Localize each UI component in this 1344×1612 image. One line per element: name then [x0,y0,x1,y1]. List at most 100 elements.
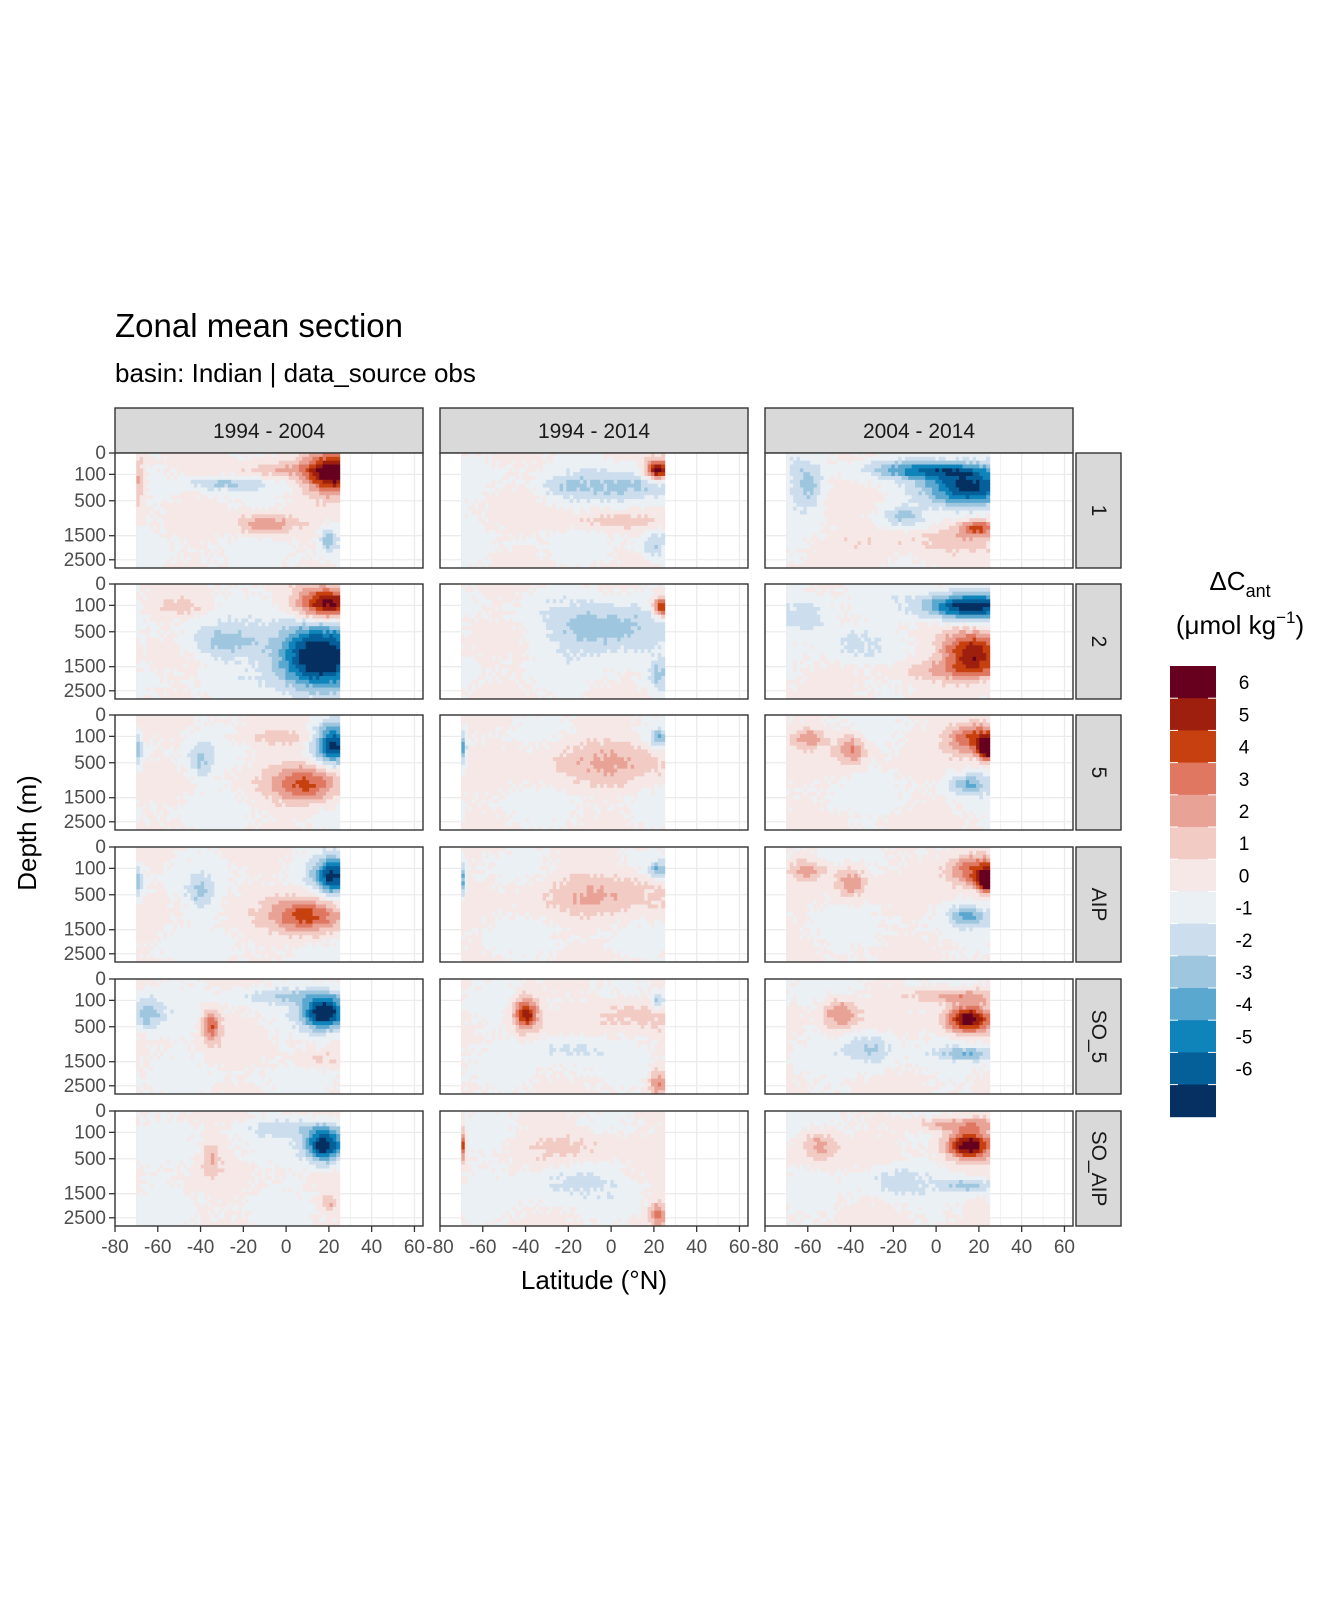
heatmap-cell [241,506,246,512]
heatmap-cell [468,506,473,512]
heatmap-cell [302,518,307,523]
heatmap-cell [336,460,341,466]
heatmap-cell [265,525,270,531]
heatmap-cell [474,537,479,542]
heatmap-cell [285,453,290,458]
heatmap-cell [288,522,293,527]
heatmap-cell [285,537,290,542]
heatmap-cell [271,556,276,561]
heatmap-cell [271,495,276,500]
facet-strip-bg [1075,583,1122,700]
heatmap-cell [241,522,246,527]
heatmap-cell [193,529,198,535]
heatmap-cell [315,460,320,466]
heatmap-cell [471,548,476,554]
heatmap-cell [204,518,209,523]
heatmap-cell [224,552,229,558]
heatmap-cell [471,499,476,504]
heatmap-cell [268,460,273,466]
heatmap-cell [295,514,300,519]
heatmap-cell [190,479,195,485]
heatmap-cell [166,560,171,565]
heatmap-cell [315,453,320,458]
heatmap-cell [200,495,205,500]
heatmap-cell [471,541,476,546]
heatmap-cell [231,552,236,558]
heatmap-cell [200,556,205,561]
heatmap-cell [204,514,209,519]
heatmap-cell [248,499,253,504]
heatmap-cell [173,541,178,546]
heatmap-cell [268,464,273,469]
heatmap-cell [464,552,469,558]
heatmap-cell [302,464,307,469]
heatmap-cell [237,560,242,565]
heatmap-cell [275,456,280,462]
heatmap-cell [221,506,226,512]
heatmap-cell [332,487,337,492]
heatmap-cell [166,468,171,473]
heatmap-cell [248,552,253,558]
heatmap-cell [221,541,226,546]
heatmap-cell [461,499,466,504]
heatmap-cell [204,533,209,538]
heatmap-cell [491,518,496,523]
heatmap-cell [464,525,469,531]
heatmap-cell [468,460,473,466]
heatmap-cell [166,548,171,554]
heatmap-cell [163,556,168,561]
heatmap-cell [326,548,331,554]
heatmap-cell [275,453,280,458]
heatmap-cell [485,483,490,489]
heatmap-cell [221,499,226,504]
heatmap-cell [136,522,141,527]
heatmap-cell [160,468,165,473]
heatmap-cell [251,495,256,500]
heatmap-cell [183,525,188,531]
heatmap-cell [275,552,280,558]
heatmap-cell [471,560,476,565]
heatmap-cell [332,533,337,538]
heatmap-cell [177,556,182,561]
panel-border [114,452,424,569]
heatmap-cell [298,522,303,527]
heatmap-cell [481,460,486,466]
heatmap-cell [210,510,215,515]
heatmap-cell [329,476,334,481]
heatmap-cell [207,479,212,485]
heatmap-cell [478,487,483,492]
heatmap-cell [237,456,242,462]
heatmap-cell [197,479,202,485]
heatmap-cell [258,464,263,469]
heatmap-cell [268,472,273,477]
heatmap-cell [471,564,476,569]
heatmap-cell [312,495,317,500]
heatmap-cell [312,487,317,492]
heatmap-cell [231,564,236,569]
heatmap-cell [461,560,466,565]
heatmap-cell [275,472,280,477]
heatmap-cell [241,548,246,554]
heatmap-cell [170,506,175,512]
heatmap-cell [234,552,239,558]
heatmap-cell [261,468,266,473]
heatmap-cell [495,533,500,538]
heatmap-cell [268,552,273,558]
heatmap-cell [139,545,144,550]
heatmap-cell [224,464,229,469]
heatmap-cell [336,506,341,512]
heatmap-cell [481,545,486,550]
heatmap-cell [309,472,314,477]
heatmap-cell [661,548,666,554]
heatmap-cell [136,541,141,546]
heatmap-cell [248,545,253,550]
heatmap-cell [241,556,246,561]
heatmap-cell [461,529,466,535]
heatmap-cell [153,514,158,519]
heatmap-cell [295,541,300,546]
heatmap-cell [302,529,307,535]
heatmap-cell [149,552,154,558]
heatmap-cell [146,491,151,496]
heatmap-cell [224,525,229,531]
heatmap-cell [464,479,469,485]
